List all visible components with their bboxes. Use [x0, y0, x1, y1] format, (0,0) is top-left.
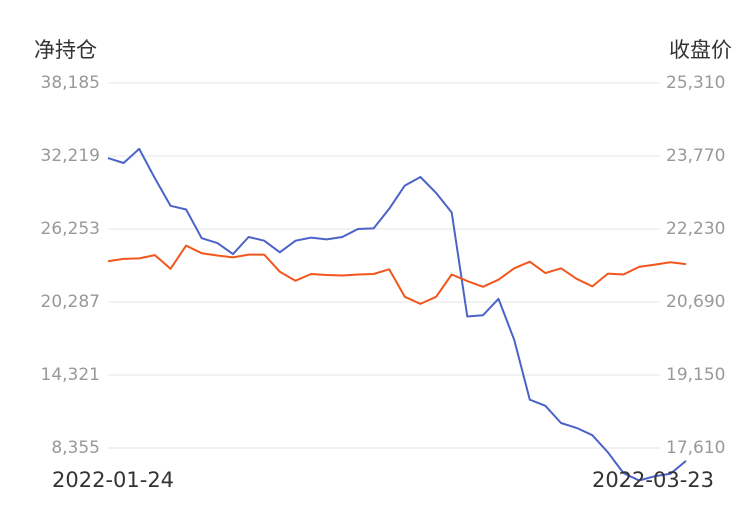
series-lines [107, 147, 687, 482]
right-tick-label: 22,230 [666, 219, 725, 239]
right-tick-label: 23,770 [666, 146, 725, 166]
right-tick-label: 17,610 [666, 438, 725, 458]
close-price-line [107, 244, 687, 305]
left-axis-ticks: 38,185 32,219 26,253 20,287 14,321 8,355 [41, 73, 100, 458]
net-position-line [107, 147, 687, 482]
left-tick-label: 8,355 [51, 438, 100, 458]
right-tick-label: 19,150 [666, 365, 725, 385]
left-tick-label: 14,321 [41, 365, 100, 385]
right-axis-title: 收盘价 [669, 38, 732, 62]
x-end-date: 2022-03-23 [591, 468, 714, 492]
left-tick-label: 20,287 [41, 292, 100, 312]
grid-lines [108, 82, 660, 449]
right-axis-ticks: 25,310 23,770 22,230 20,690 19,150 17,610 [666, 73, 725, 458]
left-tick-label: 38,185 [41, 73, 100, 93]
right-tick-label: 25,310 [666, 73, 725, 93]
left-axis-title: 净持仓 [34, 38, 97, 62]
right-tick-label: 20,690 [666, 292, 725, 312]
left-tick-label: 32,219 [41, 146, 100, 166]
x-start-date: 2022-01-24 [52, 468, 175, 492]
left-tick-label: 26,253 [41, 219, 100, 239]
